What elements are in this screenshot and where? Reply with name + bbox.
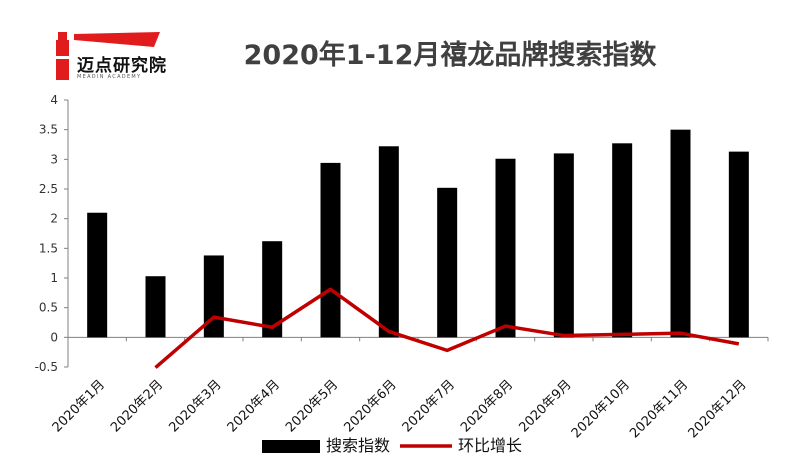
legend: 搜索指数 环比增长 bbox=[262, 436, 522, 455]
chart-title: 2020年1-12月禧龙品牌搜索指数 bbox=[243, 40, 657, 71]
y-tick-label: 2.5 bbox=[39, 182, 58, 196]
logo-text: 迈点研究院 bbox=[77, 56, 167, 76]
bar bbox=[728, 151, 749, 338]
bar-series bbox=[87, 129, 749, 338]
bar bbox=[87, 212, 108, 338]
logo-lighthouse-icon bbox=[56, 40, 69, 80]
x-tick-label: 2020年7月 bbox=[400, 377, 458, 435]
x-tick-label: 2020年1月 bbox=[50, 377, 108, 435]
logo-red-flag-icon bbox=[74, 32, 160, 47]
legend-bar-label: 搜索指数 bbox=[326, 436, 390, 455]
y-tick-label: 1 bbox=[50, 271, 58, 285]
legend-line-label: 环比增长 bbox=[458, 436, 522, 455]
x-tick-label: 2020年3月 bbox=[166, 377, 224, 435]
logo bbox=[56, 32, 160, 80]
x-tick-label: 2020年12月 bbox=[686, 377, 750, 441]
y-tick-label: 3.5 bbox=[39, 123, 58, 137]
x-tick-label: 2020年10月 bbox=[569, 377, 633, 441]
x-tick-label: 2020年5月 bbox=[283, 377, 341, 435]
x-tick-label: 2020年11月 bbox=[627, 377, 691, 441]
logo-lighthouse-stripe-icon bbox=[56, 56, 69, 59]
bar bbox=[378, 146, 399, 338]
y-tick-label: 4 bbox=[50, 93, 58, 107]
y-tick-label: 1.5 bbox=[39, 241, 58, 255]
bar bbox=[670, 129, 691, 338]
bar bbox=[320, 162, 341, 338]
bar bbox=[145, 276, 166, 338]
bar bbox=[262, 241, 283, 338]
growth-line bbox=[154, 287, 740, 369]
y-axis: -0.5 0 0.5 1 1.5 2 2.5 3 3.5 4 bbox=[35, 93, 69, 374]
x-tick-label: 2020年4月 bbox=[225, 377, 283, 435]
y-tick-label: 2 bbox=[50, 212, 58, 226]
bar bbox=[495, 158, 516, 338]
bar bbox=[553, 153, 574, 338]
x-axis: 2020年1月 2020年2月 2020年3月 2020年4月 2020年5月 2020年… bbox=[50, 336, 769, 441]
y-tick-label: 0 bbox=[50, 330, 58, 344]
bar bbox=[612, 143, 633, 338]
logo-subtext: MEADIN ACADEMY bbox=[77, 74, 142, 80]
logo-lighthouse-top-icon bbox=[58, 32, 67, 41]
x-tick-label: 2020年9月 bbox=[516, 377, 574, 435]
y-tick-label: 3 bbox=[50, 152, 58, 166]
y-tick-label: 0.5 bbox=[39, 301, 58, 315]
x-tick-label: 2020年6月 bbox=[341, 377, 399, 435]
bar bbox=[437, 187, 458, 338]
y-tick-label: -0.5 bbox=[35, 360, 58, 374]
x-tick-label: 2020年8月 bbox=[458, 377, 516, 435]
legend-bar-swatch bbox=[262, 440, 320, 453]
x-tick-label: 2020年2月 bbox=[108, 377, 166, 435]
line-series bbox=[154, 287, 740, 369]
